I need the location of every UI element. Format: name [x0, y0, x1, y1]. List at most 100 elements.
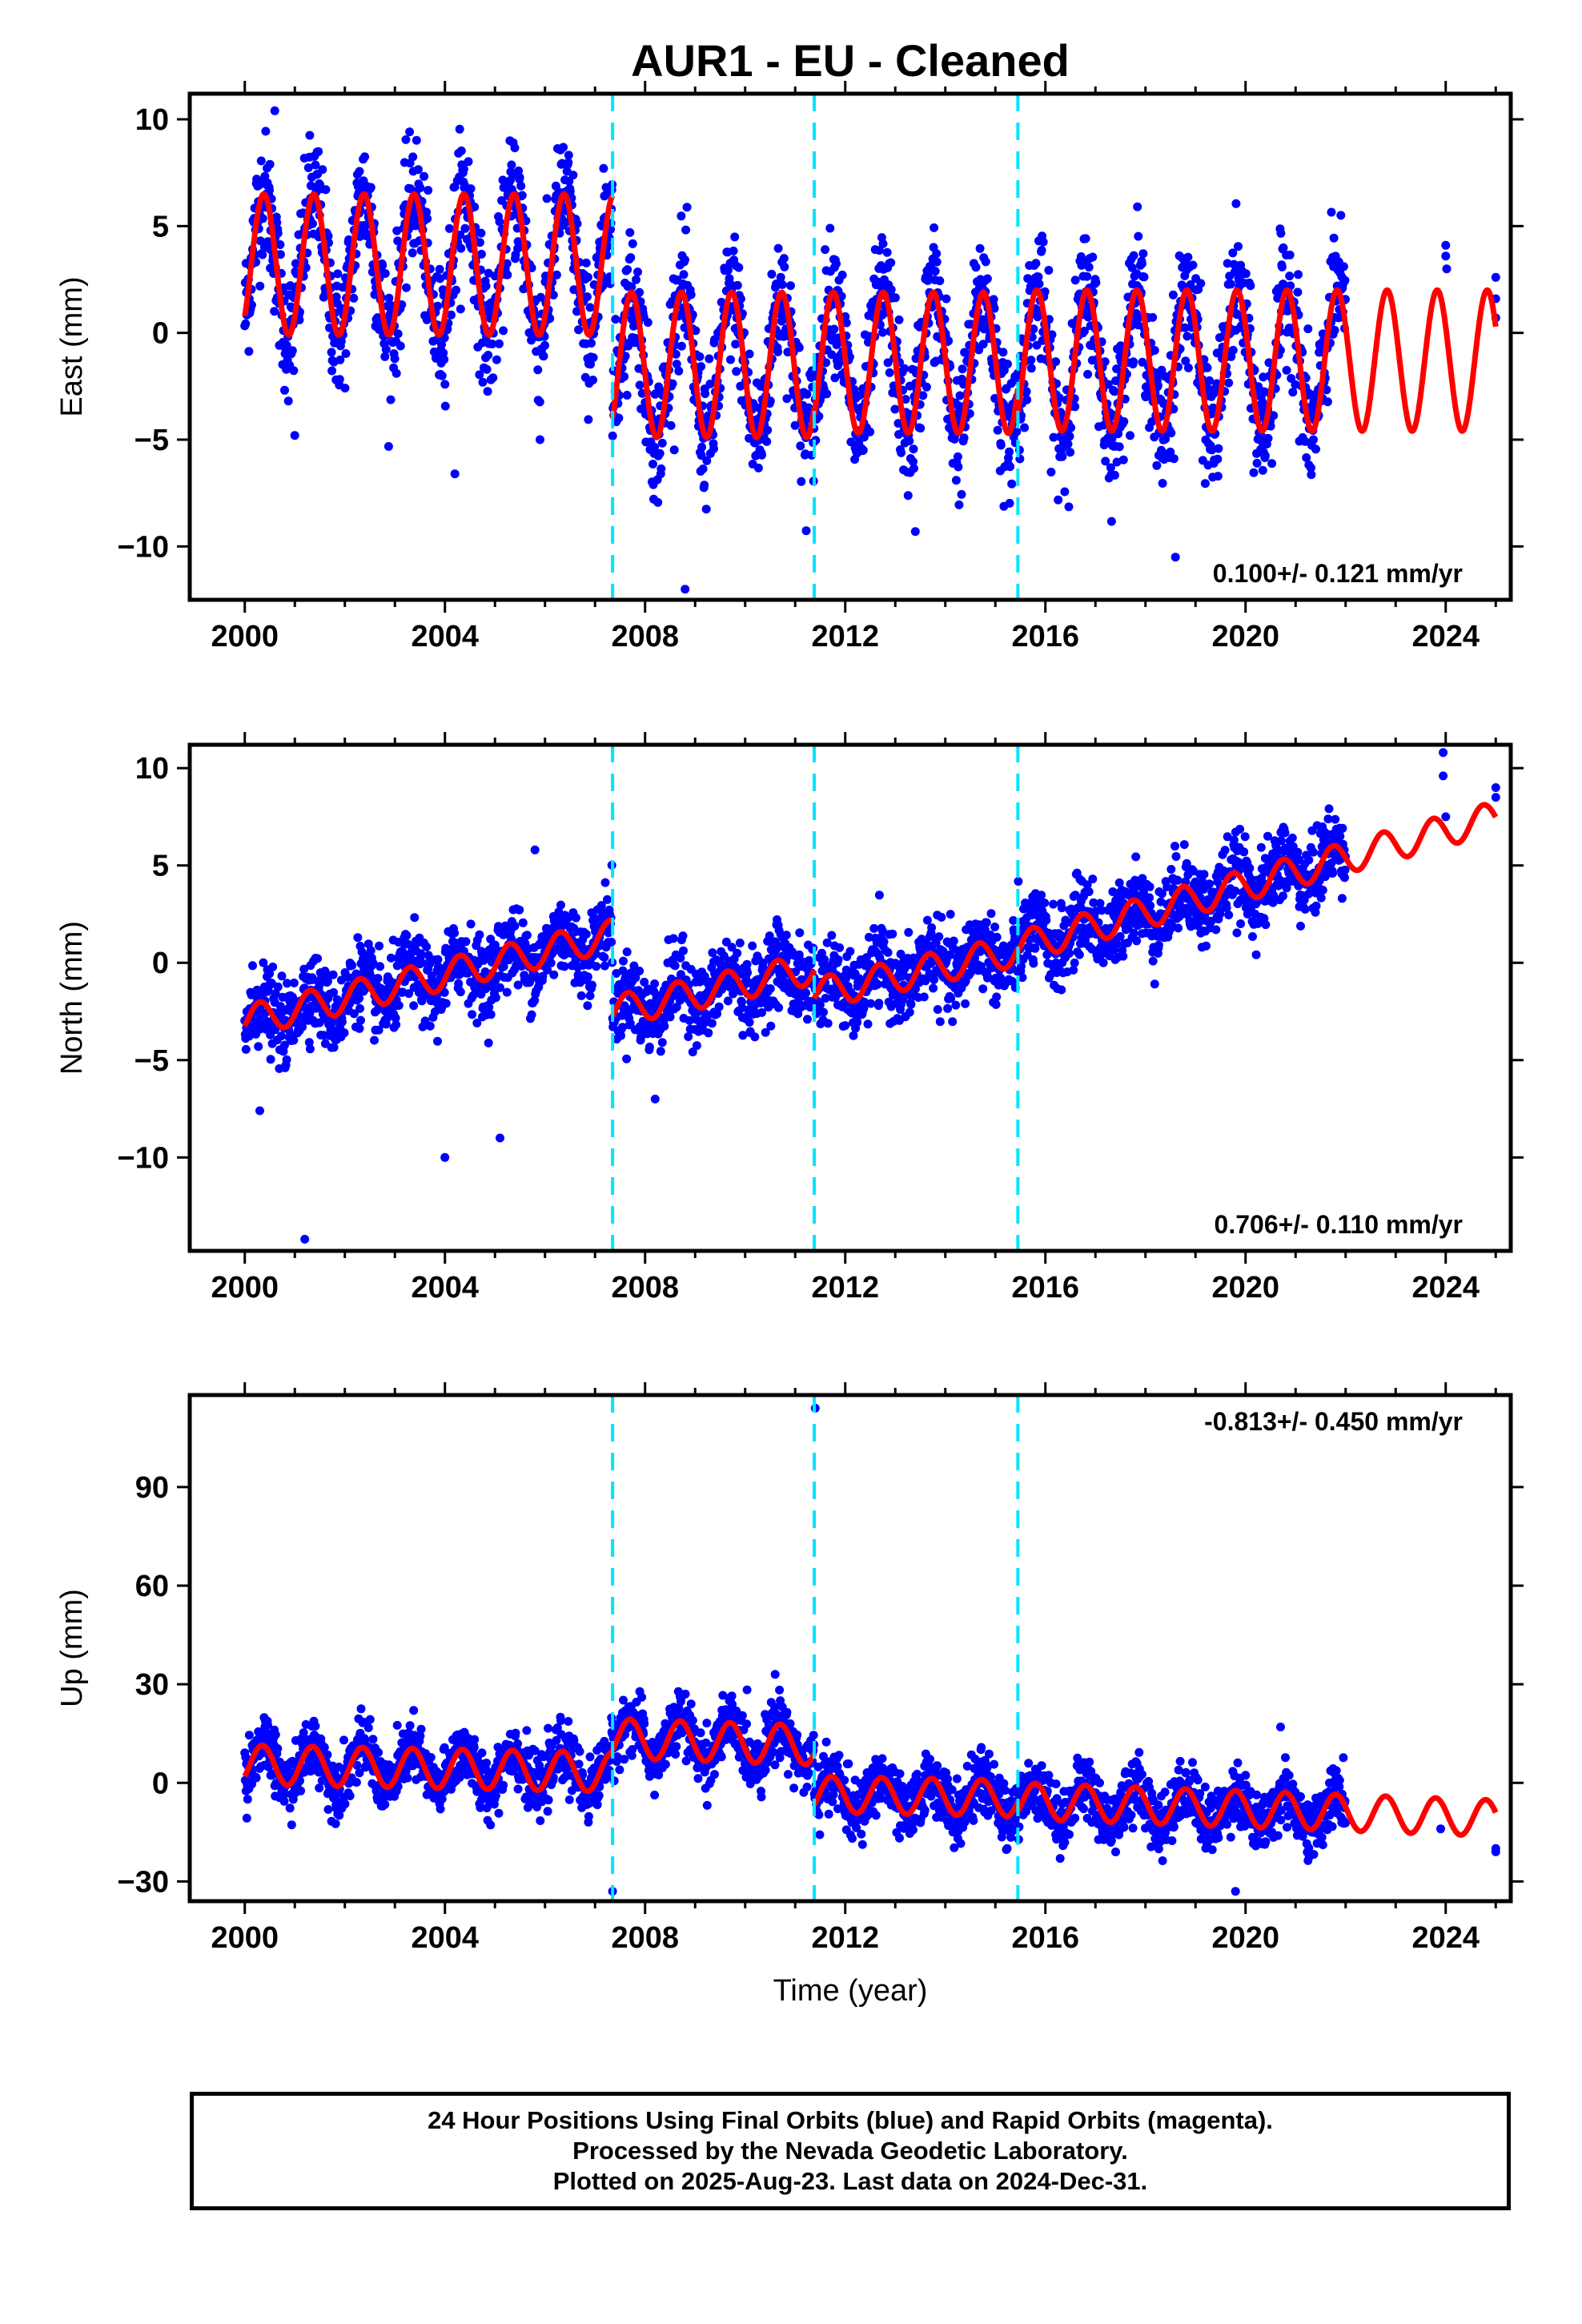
data-point — [735, 939, 745, 947]
data-point — [599, 163, 608, 173]
data-point — [1049, 432, 1058, 442]
data-point — [954, 500, 964, 509]
data-point — [833, 955, 843, 964]
data-point — [900, 364, 909, 373]
data-point — [539, 352, 548, 361]
data-point — [765, 984, 775, 993]
data-point — [832, 340, 841, 349]
data-point — [978, 984, 988, 994]
data-point — [440, 380, 450, 389]
data-point — [1103, 380, 1113, 389]
data-point — [1183, 363, 1193, 372]
data-point — [1258, 465, 1267, 475]
data-point — [773, 243, 783, 253]
data-point — [476, 249, 486, 259]
data-point — [481, 281, 491, 291]
data-point — [679, 946, 688, 955]
data-point — [1064, 502, 1074, 512]
data-point — [942, 294, 951, 304]
data-point — [853, 1018, 862, 1027]
data-point — [1084, 263, 1094, 272]
data-point — [827, 350, 837, 360]
data-point — [396, 341, 405, 351]
data-point — [858, 445, 868, 455]
data-point — [1138, 357, 1147, 367]
data-point — [305, 131, 315, 140]
data-point — [874, 246, 884, 255]
data-point — [733, 948, 742, 958]
data-point — [790, 420, 800, 430]
data-point — [1129, 357, 1138, 367]
data-point — [437, 371, 447, 380]
data-point — [383, 442, 393, 451]
data-point — [337, 1017, 347, 1027]
data-point — [657, 1038, 667, 1047]
data-point — [1038, 237, 1048, 247]
data-point — [672, 360, 681, 369]
data-point — [1114, 442, 1124, 452]
data-point — [932, 257, 942, 267]
data-point — [584, 415, 593, 424]
data-point — [879, 937, 889, 947]
data-point — [677, 211, 686, 221]
data-point — [729, 246, 738, 255]
data-point — [767, 269, 777, 279]
data-point — [608, 431, 617, 440]
data-point — [971, 263, 981, 272]
data-point — [1110, 470, 1119, 480]
data-point — [408, 248, 417, 258]
data-point — [452, 285, 461, 295]
data-point — [542, 194, 552, 203]
data-point — [1070, 275, 1080, 285]
data-point — [1060, 487, 1070, 497]
data-point — [697, 451, 706, 460]
data-point — [437, 340, 447, 349]
data-point — [955, 391, 965, 400]
data-point — [308, 219, 317, 228]
east-model-curve — [242, 191, 1499, 440]
data-point — [327, 348, 336, 357]
model-line — [609, 289, 817, 440]
data-point — [622, 1054, 632, 1063]
data-point — [909, 464, 918, 473]
data-point — [929, 983, 938, 993]
data-point — [517, 191, 527, 200]
data-point — [794, 343, 804, 352]
data-point — [540, 340, 549, 350]
data-point — [450, 469, 460, 479]
data-point — [600, 878, 610, 887]
x-tick-label: 2020 — [1211, 620, 1279, 653]
data-point — [447, 310, 456, 320]
data-point — [1277, 262, 1287, 271]
data-point — [535, 397, 544, 407]
data-point — [1119, 416, 1129, 426]
data-point — [878, 328, 887, 337]
data-point — [819, 1007, 828, 1017]
data-point — [341, 349, 351, 358]
data-point — [370, 1035, 379, 1045]
data-point — [502, 259, 512, 268]
data-point — [1046, 468, 1056, 476]
data-point — [1205, 376, 1215, 385]
data-point — [625, 227, 635, 237]
data-point — [1213, 472, 1223, 481]
data-point — [349, 293, 359, 303]
data-point — [1203, 363, 1212, 372]
data-point — [992, 932, 1002, 942]
data-point — [1329, 233, 1339, 243]
data-point — [825, 223, 835, 233]
data-point — [476, 228, 486, 238]
data-point — [1029, 324, 1038, 334]
data-point — [730, 232, 740, 242]
data-point — [1034, 272, 1043, 282]
data-point — [823, 1019, 833, 1028]
data-point — [1158, 479, 1167, 488]
data-point — [283, 396, 293, 406]
data-point — [726, 355, 735, 364]
data-point — [1054, 393, 1064, 403]
data-point — [456, 243, 466, 253]
data-point — [289, 978, 299, 987]
data-point — [275, 250, 285, 259]
data-point — [1285, 271, 1295, 281]
data-point — [475, 930, 484, 939]
